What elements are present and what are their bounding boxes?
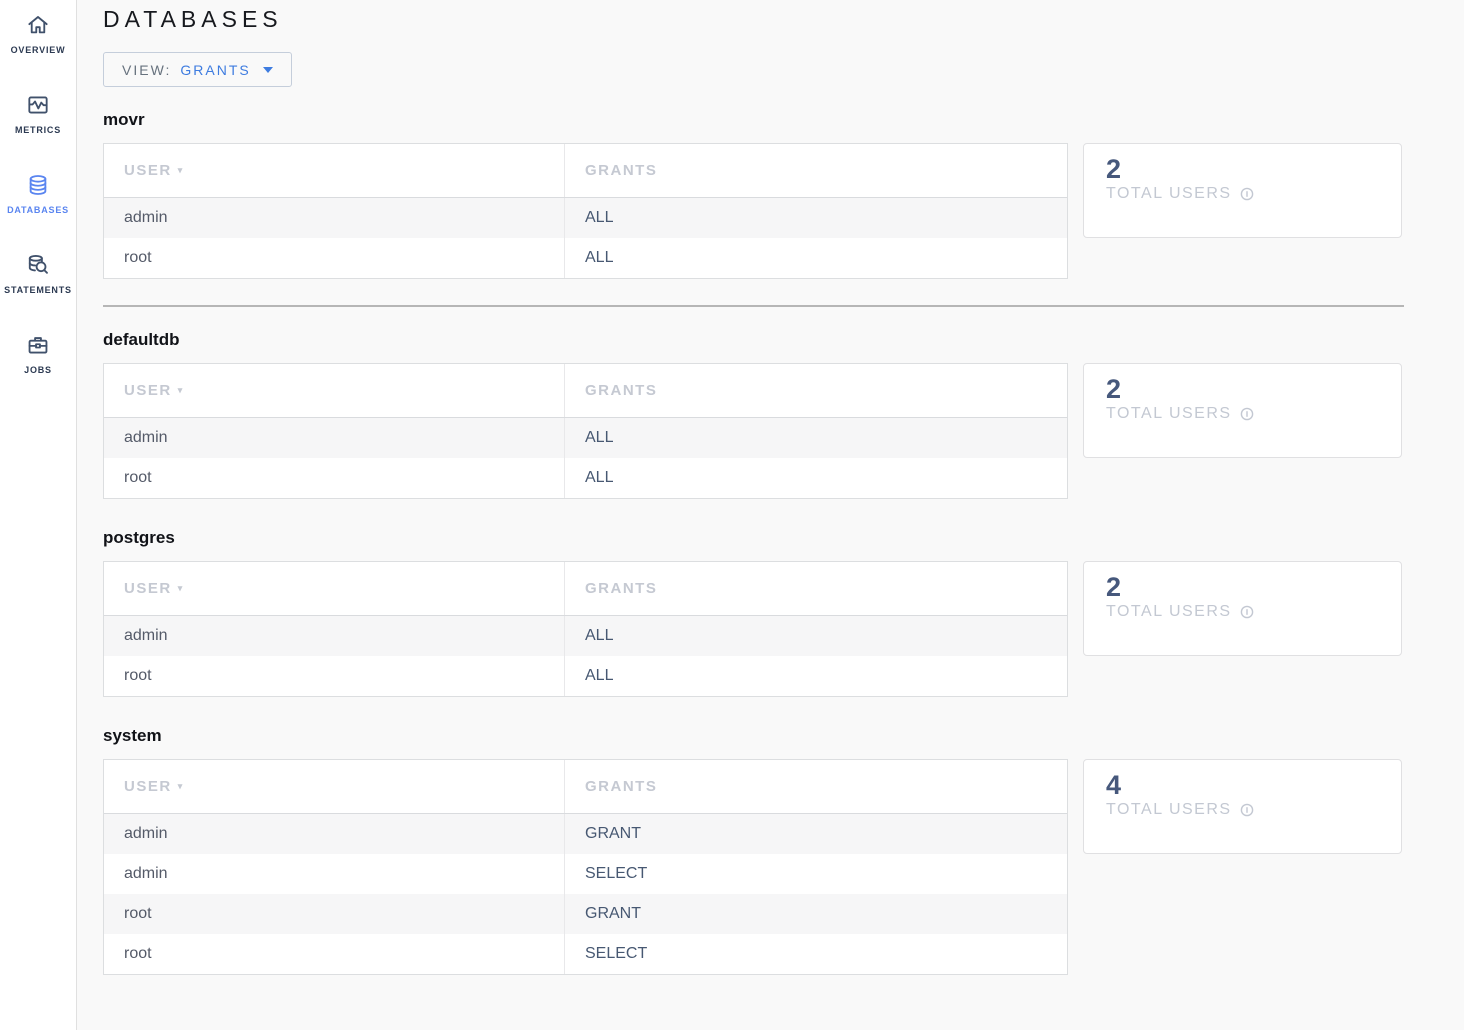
sidebar-item-jobs[interactable]: JOBS [0, 332, 76, 412]
db-name: system [103, 726, 162, 745]
view-dropdown-value: GRANTS [180, 61, 251, 78]
grants-column-header[interactable]: GRANTS [565, 144, 1067, 197]
user-column-header[interactable]: USER ▾ [104, 364, 565, 417]
db-name: movr [103, 110, 145, 129]
user-cell: root [104, 458, 565, 498]
user-cell: admin [104, 418, 565, 458]
user-cell: root [104, 934, 565, 974]
sidebar-item-label: JOBS [24, 365, 52, 375]
main-content: DATABASES VIEW: GRANTS movr USER ▾ GRANT… [77, 0, 1464, 1030]
page-title: DATABASES [103, 6, 283, 32]
info-icon[interactable] [1240, 407, 1254, 421]
user-cell: admin [104, 814, 565, 854]
grants-column-header[interactable]: GRANTS [565, 562, 1067, 615]
grant-cell: ALL [585, 667, 614, 684]
total-users-card: 2 TOTAL USERS [1083, 561, 1402, 656]
home-icon [25, 12, 51, 38]
database-icon [25, 172, 51, 198]
db-name: defaultdb [103, 330, 180, 349]
total-users-label: TOTAL USERS [1106, 185, 1232, 203]
sidebar-item-label: OVERVIEW [10, 45, 66, 55]
info-icon[interactable] [1240, 803, 1254, 817]
grant-cell: ALL [585, 249, 614, 266]
grant-cell: ALL [585, 469, 614, 486]
section-divider [103, 305, 1404, 307]
user-column-header[interactable]: USER ▾ [104, 562, 565, 615]
info-icon[interactable] [1240, 605, 1254, 619]
statements-icon [25, 252, 51, 278]
total-users-label: TOTAL USERS [1106, 603, 1232, 621]
user-cell: root [104, 238, 565, 278]
sidebar-item-label: STATEMENTS [4, 285, 72, 295]
grants-table: USER ▾ GRANTS admin ALL root ALL [103, 561, 1068, 697]
sort-caret-icon: ▾ [177, 781, 184, 791]
grants-column-header[interactable]: GRANTS [565, 364, 1067, 417]
user-cell: root [104, 656, 565, 696]
sidebar-item-databases[interactable]: DATABASES [0, 172, 76, 252]
db-section-defaultdb: defaultdb USER ▾ GRANTS admin ALL [103, 330, 1464, 499]
db-section-postgres: postgres USER ▾ GRANTS admin ALL [103, 528, 1464, 697]
table-row: root GRANT [104, 894, 1067, 934]
table-row: root ALL [104, 656, 1067, 696]
info-icon[interactable] [1240, 187, 1254, 201]
table-row: admin ALL [104, 418, 1067, 458]
grants-table: USER ▾ GRANTS admin ALL root ALL [103, 143, 1068, 279]
db-section-movr: movr USER ▾ GRANTS admin ALL root [103, 110, 1464, 279]
grant-cell: SELECT [585, 945, 648, 962]
total-users-count: 2 [1106, 374, 1122, 404]
grants-column-header[interactable]: GRANTS [565, 760, 1067, 813]
total-users-count: 2 [1106, 154, 1122, 184]
total-users-count: 4 [1106, 770, 1122, 800]
user-cell: admin [104, 198, 565, 238]
grant-cell: SELECT [585, 865, 648, 882]
sort-caret-icon: ▾ [177, 583, 184, 593]
table-row: root ALL [104, 458, 1067, 498]
user-column-header[interactable]: USER ▾ [104, 144, 565, 197]
db-name: postgres [103, 528, 175, 547]
grant-cell: ALL [565, 198, 1067, 238]
grants-table: USER ▾ GRANTS admin ALL root ALL [103, 363, 1068, 499]
sidebar: OVERVIEW METRICS DATABASES [0, 0, 77, 1030]
grants-table: USER ▾ GRANTS admin GRANT admin SELECT [103, 759, 1068, 975]
table-row: root SELECT [104, 934, 1067, 974]
user-cell: admin [104, 616, 565, 656]
total-users-label: TOTAL USERS [1106, 405, 1232, 423]
table-row: admin ALL [104, 198, 1067, 238]
table-row: admin SELECT [104, 854, 1067, 894]
sidebar-item-label: DATABASES [7, 205, 69, 215]
metrics-icon [25, 92, 51, 118]
total-users-card: 2 TOTAL USERS [1083, 143, 1402, 238]
table-row: root ALL [104, 238, 1067, 278]
view-dropdown-label: VIEW: [122, 61, 172, 78]
table-row: admin GRANT [104, 814, 1067, 854]
sidebar-item-statements[interactable]: STATEMENTS [0, 252, 76, 332]
table-row: admin ALL [104, 616, 1067, 656]
grant-cell: GRANT [565, 894, 1067, 934]
total-users-card: 4 TOTAL USERS [1083, 759, 1402, 854]
total-users-card: 2 TOTAL USERS [1083, 363, 1402, 458]
total-users-count: 2 [1106, 572, 1122, 602]
chevron-down-icon [262, 66, 273, 73]
sort-caret-icon: ▾ [177, 385, 184, 395]
total-users-label: TOTAL USERS [1106, 801, 1232, 819]
grant-cell: ALL [565, 616, 1067, 656]
sort-caret-icon: ▾ [177, 165, 184, 175]
briefcase-icon [25, 332, 51, 358]
grant-cell: ALL [565, 418, 1067, 458]
user-column-header[interactable]: USER ▾ [104, 760, 565, 813]
view-dropdown[interactable]: VIEW: GRANTS [103, 52, 292, 87]
sidebar-item-overview[interactable]: OVERVIEW [0, 12, 76, 92]
db-section-system: system USER ▾ GRANTS admin GRANT [103, 726, 1464, 975]
grant-cell: GRANT [565, 814, 1067, 854]
user-cell: root [104, 894, 565, 934]
sidebar-item-metrics[interactable]: METRICS [0, 92, 76, 172]
sidebar-item-label: METRICS [14, 125, 62, 135]
user-cell: admin [104, 854, 565, 894]
